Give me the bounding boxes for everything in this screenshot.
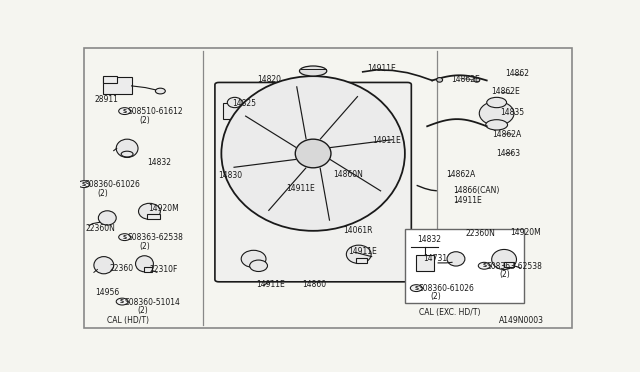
- Ellipse shape: [486, 120, 508, 130]
- FancyBboxPatch shape: [147, 214, 159, 219]
- Text: 14832: 14832: [417, 235, 442, 244]
- Text: 14911E: 14911E: [372, 136, 401, 145]
- Text: 14860N: 14860N: [333, 170, 363, 179]
- Text: (2): (2): [137, 306, 148, 315]
- Text: 14860: 14860: [302, 280, 326, 289]
- Text: (2): (2): [140, 116, 150, 125]
- Ellipse shape: [94, 257, 114, 274]
- Text: 14731: 14731: [423, 254, 447, 263]
- Text: 14862A: 14862A: [493, 129, 522, 138]
- Text: S: S: [482, 263, 486, 268]
- Text: 22310F: 22310F: [150, 265, 178, 274]
- FancyBboxPatch shape: [215, 83, 412, 282]
- FancyBboxPatch shape: [145, 267, 152, 272]
- Ellipse shape: [116, 139, 138, 157]
- Text: 14820: 14820: [257, 74, 282, 83]
- Ellipse shape: [138, 203, 161, 219]
- Text: 14866(CAN): 14866(CAN): [453, 186, 499, 195]
- Text: 14830: 14830: [218, 171, 242, 180]
- Ellipse shape: [447, 252, 465, 266]
- Circle shape: [478, 262, 490, 269]
- Text: (2): (2): [140, 241, 150, 250]
- Text: 14862E: 14862E: [451, 74, 480, 83]
- FancyBboxPatch shape: [416, 255, 434, 271]
- Text: S08363-62538: S08363-62538: [486, 262, 543, 271]
- Ellipse shape: [295, 139, 331, 168]
- Text: A149N0003: A149N0003: [499, 316, 544, 325]
- Circle shape: [116, 298, 128, 305]
- Ellipse shape: [492, 250, 516, 269]
- Text: 14863: 14863: [497, 149, 521, 158]
- Text: 22360: 22360: [110, 264, 134, 273]
- Circle shape: [78, 181, 90, 187]
- Ellipse shape: [486, 97, 507, 108]
- Text: 22360N: 22360N: [86, 224, 116, 233]
- Text: 14862E: 14862E: [492, 87, 520, 96]
- Text: S: S: [82, 182, 86, 187]
- Text: S: S: [120, 299, 124, 304]
- Text: 14911E: 14911E: [348, 247, 376, 256]
- Text: S08360-51014: S08360-51014: [125, 298, 180, 307]
- FancyBboxPatch shape: [504, 262, 515, 267]
- Circle shape: [410, 285, 422, 292]
- Text: (2): (2): [97, 189, 108, 198]
- Text: 14911E: 14911E: [256, 280, 285, 289]
- Ellipse shape: [99, 211, 116, 225]
- Ellipse shape: [121, 151, 133, 157]
- Ellipse shape: [300, 66, 327, 76]
- Ellipse shape: [250, 260, 268, 272]
- Circle shape: [118, 234, 131, 241]
- Ellipse shape: [227, 97, 242, 108]
- Text: 14956: 14956: [95, 288, 119, 297]
- Ellipse shape: [436, 78, 443, 82]
- Ellipse shape: [479, 101, 514, 125]
- Text: S08360-61026: S08360-61026: [85, 180, 141, 189]
- Text: (2): (2): [430, 292, 441, 301]
- Text: 28911: 28911: [95, 94, 119, 103]
- Text: 14920M: 14920M: [511, 228, 541, 237]
- Text: 22360N: 22360N: [466, 229, 496, 238]
- Ellipse shape: [346, 245, 371, 263]
- Text: 14825: 14825: [232, 99, 256, 108]
- Text: CAL (EXC. HD/T): CAL (EXC. HD/T): [419, 308, 480, 317]
- Text: S08363-62538: S08363-62538: [127, 234, 183, 243]
- FancyBboxPatch shape: [356, 258, 367, 263]
- Text: 14862A: 14862A: [446, 170, 476, 179]
- Text: 14911E: 14911E: [453, 196, 482, 205]
- Text: 14911E: 14911E: [286, 184, 315, 193]
- Text: 14862: 14862: [506, 69, 529, 78]
- Ellipse shape: [156, 88, 165, 94]
- Text: CAL (HD/T): CAL (HD/T): [108, 316, 149, 325]
- Text: 14911E: 14911E: [367, 64, 396, 73]
- Text: (2): (2): [499, 270, 510, 279]
- Text: 14061R: 14061R: [343, 226, 372, 235]
- Circle shape: [118, 108, 131, 115]
- Ellipse shape: [136, 256, 154, 272]
- Text: S: S: [123, 235, 127, 240]
- Ellipse shape: [221, 76, 405, 231]
- FancyBboxPatch shape: [103, 77, 132, 94]
- Bar: [405, 229, 524, 303]
- Ellipse shape: [241, 250, 266, 267]
- Text: 14835: 14835: [500, 108, 525, 117]
- Text: 14832: 14832: [147, 158, 171, 167]
- FancyBboxPatch shape: [223, 103, 242, 119]
- Text: S: S: [414, 286, 419, 291]
- Text: S: S: [123, 109, 127, 113]
- Ellipse shape: [474, 78, 480, 82]
- Text: S08360-61026: S08360-61026: [419, 284, 474, 293]
- Text: S08510-61612: S08510-61612: [127, 108, 183, 116]
- Text: 14920M: 14920M: [148, 204, 179, 213]
- FancyBboxPatch shape: [103, 76, 116, 83]
